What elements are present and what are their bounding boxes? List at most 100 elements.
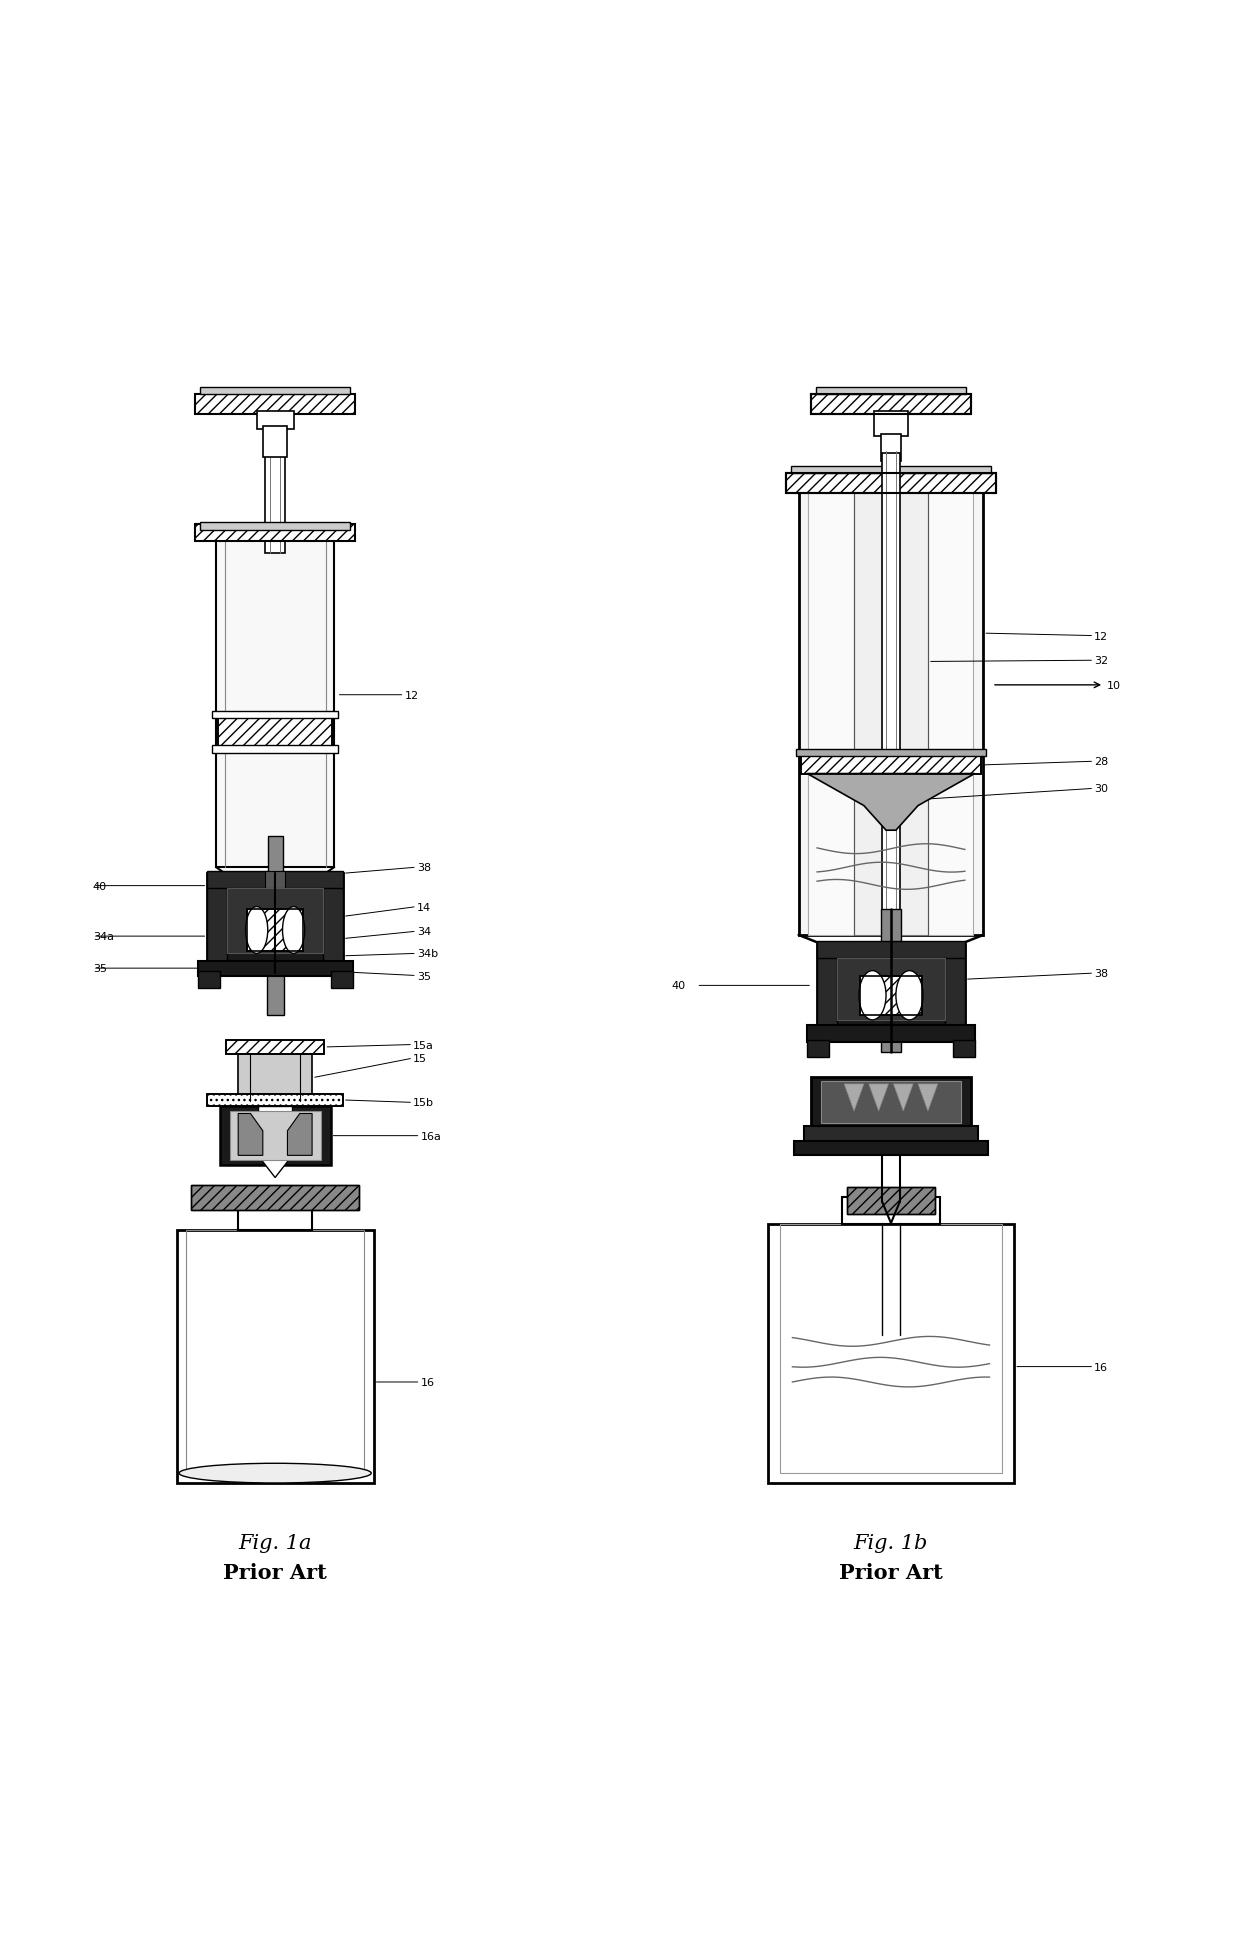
Bar [786,474,996,493]
Bar [861,977,921,1016]
Text: 12: 12 [1094,632,1109,642]
Bar [229,1112,321,1161]
Text: 10: 10 [1106,681,1121,691]
Bar [212,746,339,753]
Ellipse shape [246,908,268,953]
Bar [808,476,973,935]
Bar [811,395,971,415]
Bar [227,888,324,953]
Text: 12: 12 [404,691,419,701]
Text: 15b: 15b [413,1098,434,1108]
Bar [212,710,339,718]
Bar [847,1188,935,1215]
Bar [195,395,355,415]
Bar [791,466,991,474]
Bar [197,971,219,988]
Polygon shape [807,775,975,832]
Polygon shape [844,1084,864,1112]
Bar [257,413,294,429]
Bar [255,894,295,922]
Polygon shape [238,1114,263,1157]
Bar [176,1231,373,1483]
Bar [945,943,965,1027]
Text: 14: 14 [417,902,432,912]
Bar [331,971,352,988]
Bar [804,1125,978,1143]
Bar [807,1025,975,1043]
Bar [267,967,284,1016]
Polygon shape [288,1114,312,1157]
Text: 30: 30 [1094,785,1109,795]
Polygon shape [258,1157,293,1178]
Bar [258,1106,293,1157]
Bar [867,963,915,984]
Polygon shape [894,1084,913,1112]
Text: 35: 35 [417,971,430,980]
Text: 40: 40 [672,980,686,990]
Bar [861,977,921,1016]
Bar [207,871,343,888]
Bar [796,750,986,757]
Text: 28: 28 [1094,757,1109,767]
Text: Fig. 1a: Fig. 1a [238,1532,312,1552]
Bar [786,474,996,493]
Bar [882,910,900,943]
Bar [265,454,285,554]
Ellipse shape [179,1464,371,1483]
Bar [874,413,908,436]
Text: 38: 38 [1094,969,1109,978]
Polygon shape [869,1084,889,1112]
Bar [882,1025,900,1053]
Text: 34a: 34a [93,932,114,941]
Bar [216,538,335,867]
Bar [207,875,227,967]
Bar [842,1198,940,1225]
Bar [780,1225,1002,1474]
Bar [811,395,971,415]
Bar [247,910,304,951]
Bar [195,524,355,542]
Bar [200,523,350,530]
Text: 38: 38 [417,863,432,873]
Bar [324,875,343,967]
Bar [207,875,343,967]
Bar [268,838,283,875]
Text: Prior Art: Prior Art [839,1562,942,1581]
Text: 34b: 34b [417,949,438,959]
Bar [268,920,283,953]
Text: 16: 16 [420,1378,434,1388]
Bar [807,1039,830,1057]
Text: Prior Art: Prior Art [223,1562,327,1581]
Bar [817,943,965,1027]
Bar [847,1188,935,1215]
Bar [883,454,899,935]
Bar [768,1225,1014,1483]
Text: 35: 35 [93,963,107,975]
Ellipse shape [895,971,923,1020]
Bar [207,1094,343,1106]
Bar [191,1186,358,1209]
Bar [226,1039,325,1055]
Bar [854,476,928,935]
Bar [817,943,837,1027]
Bar [219,1106,331,1166]
Text: 16: 16 [1094,1362,1109,1372]
Ellipse shape [283,908,305,953]
Bar [801,751,981,775]
Text: Fig. 1b: Fig. 1b [854,1532,929,1552]
Bar [817,941,965,959]
Ellipse shape [859,971,887,1020]
Bar [238,1200,312,1231]
Bar [799,476,983,935]
Bar [247,910,304,951]
Bar [186,1231,363,1476]
Bar [821,1082,961,1123]
Bar [218,714,332,751]
Bar [265,871,285,888]
Bar [801,751,981,775]
Text: 15: 15 [413,1053,427,1063]
Text: 40: 40 [93,881,107,890]
Bar [816,387,966,395]
Text: 34: 34 [417,928,432,937]
Bar [811,1076,971,1129]
